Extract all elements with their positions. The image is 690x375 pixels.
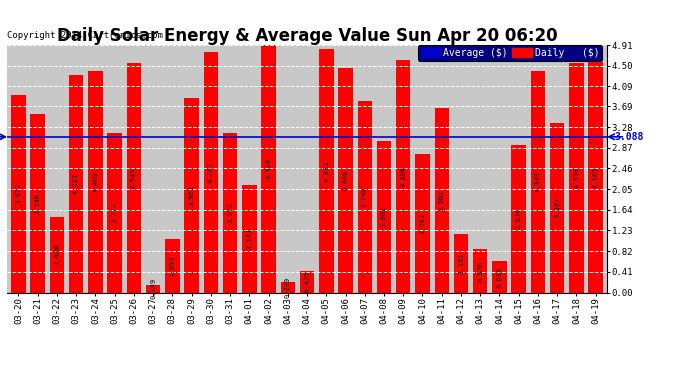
Bar xyxy=(146,285,160,292)
Bar xyxy=(300,271,314,292)
Bar xyxy=(338,68,353,292)
Bar xyxy=(492,261,506,292)
Bar xyxy=(377,141,391,292)
Text: 3.790: 3.790 xyxy=(362,186,368,208)
Bar xyxy=(204,52,218,292)
Bar xyxy=(319,50,333,292)
Text: 3.172: 3.172 xyxy=(227,202,233,223)
Text: 3.002: 3.002 xyxy=(381,206,387,228)
Bar xyxy=(30,114,45,292)
Text: 4.914: 4.914 xyxy=(266,158,272,179)
Text: 3.662: 3.662 xyxy=(439,190,445,211)
Text: 3.088: 3.088 xyxy=(614,132,644,142)
Text: 4.565: 4.565 xyxy=(593,167,599,188)
Text: 4.393: 4.393 xyxy=(535,171,541,192)
Legend: Average ($), Daily   ($): Average ($), Daily ($) xyxy=(417,45,602,61)
Text: 4.550: 4.550 xyxy=(573,167,580,189)
Bar xyxy=(357,102,372,292)
Text: 2.141: 2.141 xyxy=(246,228,253,249)
Bar xyxy=(184,98,199,292)
Text: 0.856: 0.856 xyxy=(477,260,483,282)
Bar xyxy=(223,133,237,292)
Bar xyxy=(454,234,469,292)
Bar xyxy=(531,71,545,292)
Bar xyxy=(127,63,141,292)
Text: 4.402: 4.402 xyxy=(92,171,99,192)
Bar xyxy=(50,217,64,292)
Text: 4.545: 4.545 xyxy=(131,167,137,189)
Text: 2.742: 2.742 xyxy=(420,213,426,234)
Text: Copyright 2014 Cartronics.com: Copyright 2014 Cartronics.com xyxy=(7,31,163,40)
Bar xyxy=(11,95,26,292)
Bar xyxy=(435,108,449,292)
Text: 0.149: 0.149 xyxy=(150,278,156,299)
Bar xyxy=(569,63,584,292)
Text: 4.823: 4.823 xyxy=(324,160,329,182)
Bar xyxy=(415,154,430,292)
Bar xyxy=(396,60,411,292)
Text: 4.608: 4.608 xyxy=(400,166,406,187)
Bar xyxy=(165,239,179,292)
Text: 1.498: 1.498 xyxy=(54,244,60,266)
Text: 3.172: 3.172 xyxy=(112,202,118,223)
Bar xyxy=(550,123,564,292)
Text: 3.367: 3.367 xyxy=(554,197,560,218)
Text: 0.618: 0.618 xyxy=(496,266,502,288)
Bar xyxy=(262,45,276,292)
Text: 4.322: 4.322 xyxy=(73,173,79,194)
Text: 2.934: 2.934 xyxy=(515,208,522,229)
Title: Daily Solar Energy & Average Value Sun Apr 20 06:20: Daily Solar Energy & Average Value Sun A… xyxy=(57,27,558,45)
Bar xyxy=(69,75,83,292)
Text: 4.767: 4.767 xyxy=(208,162,214,183)
Text: 1.152: 1.152 xyxy=(458,253,464,274)
Text: 0.209: 0.209 xyxy=(285,277,290,298)
Text: 0.425: 0.425 xyxy=(304,271,310,292)
Bar xyxy=(473,249,487,292)
Text: 1.053: 1.053 xyxy=(169,255,175,277)
Bar xyxy=(281,282,295,292)
Text: 4.448: 4.448 xyxy=(342,170,348,191)
Bar xyxy=(242,184,257,292)
Text: 3.540: 3.540 xyxy=(34,193,41,214)
Bar xyxy=(589,62,603,292)
Text: 3.922: 3.922 xyxy=(15,183,21,204)
Bar xyxy=(108,133,122,292)
Bar xyxy=(88,70,103,292)
Text: 3.861: 3.861 xyxy=(188,184,195,206)
Bar xyxy=(511,145,526,292)
